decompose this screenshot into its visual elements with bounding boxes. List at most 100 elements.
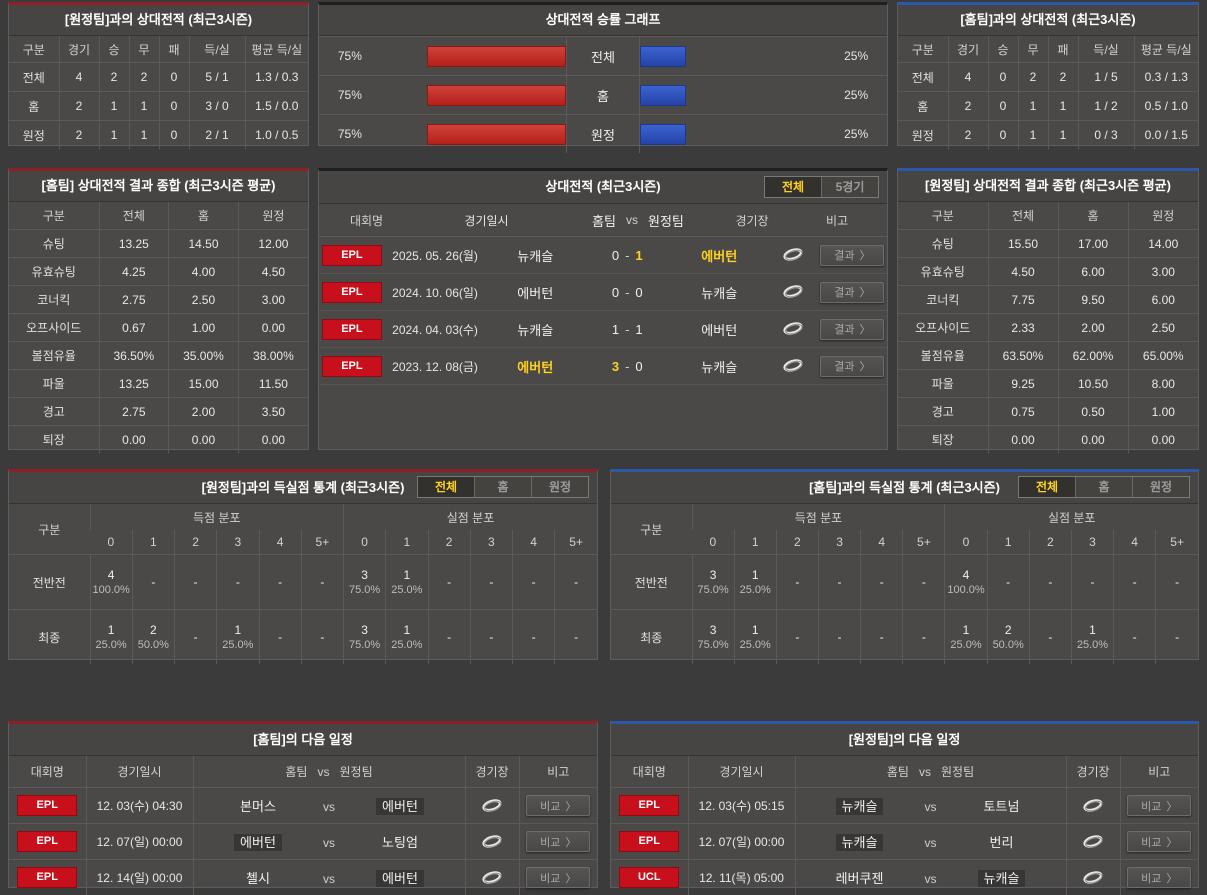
col-header: 득/실 [1078, 36, 1134, 63]
home-team-name: 에버턴 [485, 357, 585, 376]
stat-cell: 11.50 [238, 370, 308, 398]
compare-button[interactable]: 비교〉 [526, 867, 590, 888]
stat-cell: 0 [988, 63, 1018, 92]
tab-away[interactable]: 원정 [1132, 477, 1189, 497]
row-label: 경고 [898, 398, 988, 426]
row-label: 코너킥 [9, 286, 99, 314]
col-header: 원정 [238, 202, 308, 230]
col-header-date: 경기일시 [414, 212, 559, 229]
stadium-icon[interactable] [782, 358, 804, 373]
stadium-icon[interactable] [481, 870, 503, 885]
result-button[interactable]: 결과〉 [820, 245, 884, 266]
tab-last5[interactable]: 5경기 [821, 177, 878, 197]
stat-cell: 9.50 [1058, 286, 1128, 314]
stat-cell: 17.00 [1058, 230, 1128, 258]
result-button[interactable]: 결과〉 [820, 282, 884, 303]
compare-button[interactable]: 비교〉 [1127, 795, 1191, 816]
match-date: 2025. 05. 26(월) [385, 247, 485, 264]
col-header: 구분 [898, 36, 948, 63]
compare-button[interactable]: 비교〉 [526, 795, 590, 816]
stat-cell: 2.50 [1128, 314, 1198, 342]
stat-cell: 2.75 [99, 398, 169, 426]
home-score: 0 [612, 248, 619, 263]
row-label: 오프사이드 [898, 314, 988, 342]
score-col: 5+ [903, 530, 945, 555]
stat-cell: 1.00 [1128, 398, 1198, 426]
dist-cell: - [1029, 555, 1071, 610]
score-col: 0 [344, 530, 386, 555]
away-win-pct: 25% [825, 49, 887, 63]
stadium-icon[interactable] [782, 284, 804, 299]
match-date: 2024. 10. 06(일) [385, 284, 485, 301]
panel-title: 상대전적 (최근3시즌) 전체 5경기 [319, 171, 887, 204]
away-win-bar [640, 124, 686, 145]
compare-button-label: 비교 [1141, 870, 1161, 886]
stat-cell: 15.50 [988, 230, 1058, 258]
home-team-name: 에버턴 [203, 832, 313, 851]
compare-button[interactable]: 비교〉 [526, 831, 590, 852]
stat-cell: 6.00 [1128, 286, 1198, 314]
winrate-row: 75% 원정 25% [319, 114, 887, 153]
compare-button[interactable]: 비교〉 [1127, 831, 1191, 852]
stat-cell: 1 [1018, 121, 1048, 150]
row-label: 원정 [9, 121, 59, 150]
tab-home[interactable]: 홈 [474, 477, 531, 497]
chevron-right-icon: 〉 [859, 247, 870, 263]
tab-all[interactable]: 전체 [1019, 477, 1075, 497]
stadium-icon[interactable] [481, 834, 503, 849]
stadium-icon[interactable] [782, 321, 804, 336]
stat-cell: 3 / 0 [189, 92, 245, 121]
dist-cell: - [903, 555, 945, 610]
stat-cell: 1 / 2 [1078, 92, 1134, 121]
stat-cell: 0.00 [238, 314, 308, 342]
result-button[interactable]: 결과〉 [820, 356, 884, 377]
dist-cell: - [470, 610, 512, 665]
score-col: 1 [734, 530, 776, 555]
dist-cell: - [428, 555, 470, 610]
home-win-pct: 75% [319, 88, 381, 102]
tab-home[interactable]: 홈 [1075, 477, 1132, 497]
goal-filter-tabs: 전체 홈 원정 [417, 476, 589, 498]
stat-cell: 1.3 / 0.3 [245, 63, 308, 92]
compare-button[interactable]: 비교〉 [1127, 867, 1191, 888]
stat-cell: 3.00 [1128, 258, 1198, 286]
tab-all[interactable]: 전체 [765, 177, 821, 197]
home-win-bar [427, 124, 566, 145]
vs-label: vs [323, 872, 335, 886]
stat-cell: 1.00 [169, 314, 239, 342]
row-label: 퇴장 [898, 426, 988, 454]
panel-title: [홈팀]과의 상대전적 (최근3시즌) [898, 5, 1198, 36]
stadium-icon[interactable] [1082, 798, 1104, 813]
score-col: 2 [175, 530, 217, 555]
result-button[interactable]: 결과〉 [820, 319, 884, 340]
stadium-icon[interactable] [782, 247, 804, 262]
away-win-bar [640, 85, 686, 106]
stat-cell: 4.50 [238, 258, 308, 286]
score-col: 1 [987, 530, 1029, 555]
stat-cell: 5 / 1 [189, 63, 245, 92]
home-bar-track [381, 85, 566, 106]
dist-cell: - [470, 555, 512, 610]
stat-cell: 2 [129, 63, 159, 92]
vs-label: vs [925, 872, 937, 886]
stadium-icon[interactable] [1082, 834, 1104, 849]
stadium-icon[interactable] [481, 798, 503, 813]
tab-away[interactable]: 원정 [531, 477, 588, 497]
tab-all[interactable]: 전체 [418, 477, 474, 497]
score-col: 1 [386, 530, 428, 555]
stadium-icon[interactable] [1082, 870, 1104, 885]
